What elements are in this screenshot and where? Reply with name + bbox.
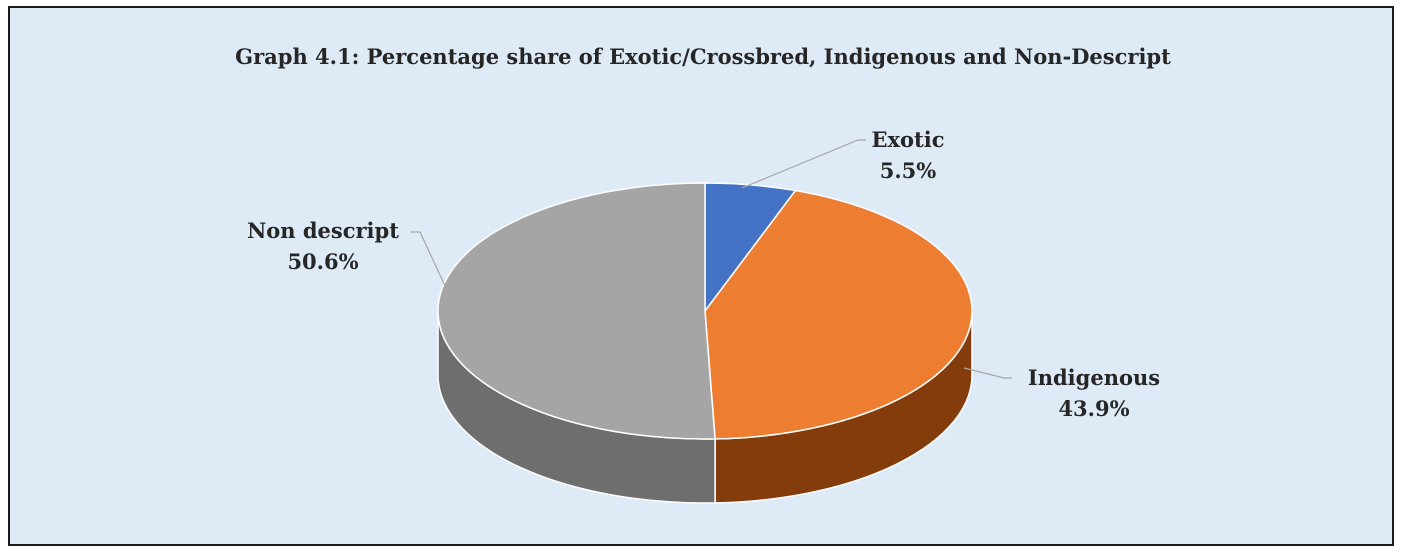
leader-line-exotic [741,139,866,189]
data-value-indigenous: 43.9% [1058,396,1129,421]
data-value-exotic: 5.5% [880,158,937,183]
leader-line-indigenous [963,367,1012,379]
pie-layer [437,182,973,504]
leader-line-non-descript [410,231,447,289]
data-label-indigenous: Indigenous [1028,365,1160,390]
data-label-exotic: Exotic [872,127,945,152]
chart-title: Graph 4.1: Percentage share of Exotic/Cr… [235,44,1171,69]
data-value-non-descript: 50.6% [287,249,358,274]
pie-slice-non-descript [437,182,716,440]
pie-chart: Graph 4.1: Percentage share of Exotic/Cr… [235,44,1171,504]
data-label-non-descript: Non descript [247,218,399,243]
pie-slice-indigenous [704,189,973,440]
